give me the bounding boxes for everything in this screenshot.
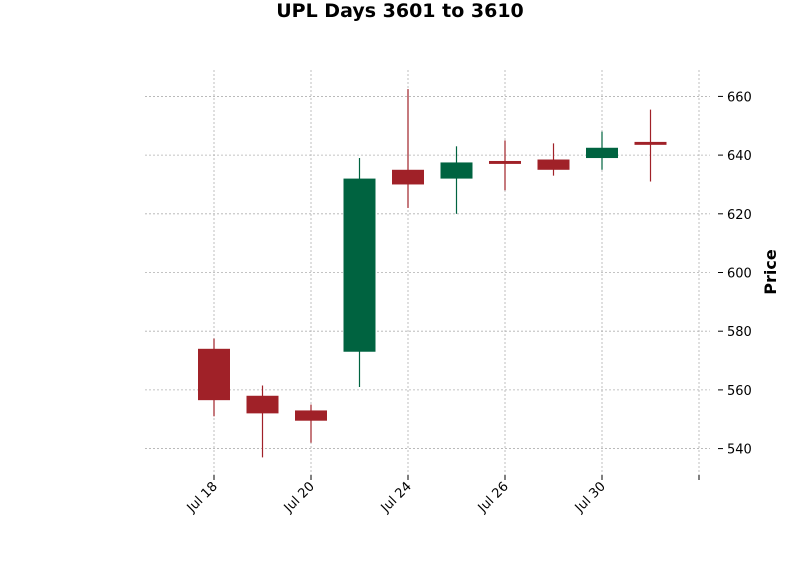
grid — [145, 70, 710, 475]
y-axis-label: Price — [761, 249, 780, 295]
candle-body — [537, 159, 570, 170]
y-tick-label: 540 — [727, 443, 752, 458]
candles — [198, 89, 667, 458]
y-tick-label: 640 — [727, 149, 752, 164]
candle-body — [343, 178, 376, 352]
candle-body — [489, 160, 521, 164]
y-tick-label: 560 — [727, 384, 752, 399]
x-tick-label: Jul 24 — [378, 479, 415, 516]
x-tick-label: Jul 30 — [572, 479, 609, 516]
candle-body — [295, 410, 327, 421]
y-tick-label: 660 — [727, 90, 752, 105]
x-tick-label: Jul 20 — [281, 479, 318, 516]
y-tick-label: 620 — [727, 208, 752, 223]
x-axis: Jul 18 Jul 20 Jul 24 Jul 26 Jul 30 — [184, 475, 700, 516]
x-tick-label: Jul 26 — [475, 479, 512, 516]
y-tick-label: 580 — [727, 325, 752, 340]
y-axis: 540 560 580 600 620 640 660 — [718, 90, 752, 458]
candle-body — [246, 395, 279, 414]
chart-title: UPL Days 3601 to 3610 — [276, 0, 524, 22]
y-tick-label: 600 — [727, 267, 752, 282]
x-tick-label: Jul 18 — [184, 479, 221, 516]
candle-body — [440, 162, 473, 179]
candle-body — [198, 348, 230, 401]
candle-body — [392, 169, 424, 185]
candle-body — [586, 147, 618, 159]
candle-body — [634, 141, 667, 145]
